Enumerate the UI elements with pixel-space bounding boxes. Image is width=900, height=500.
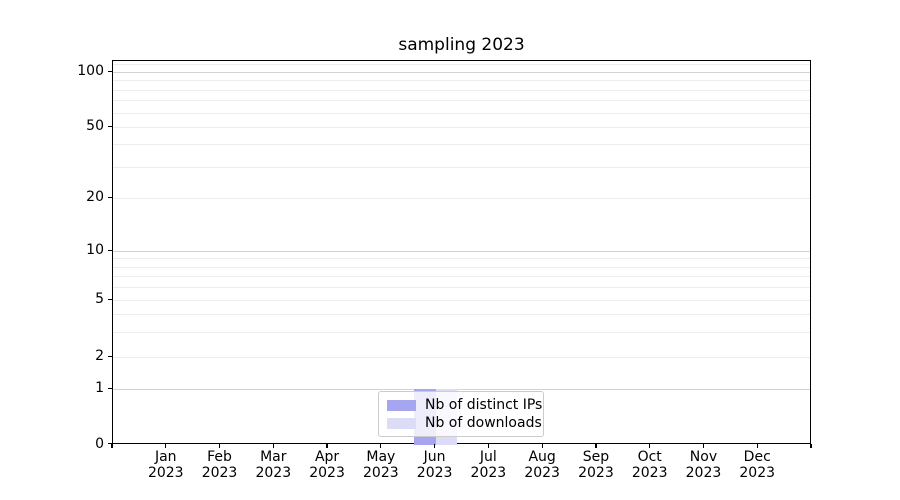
x-tick-label-jan: Jan 2023 <box>147 449 184 481</box>
y-tick-mark <box>108 249 112 251</box>
x-tick-label-nov: Nov 2023 <box>685 449 722 481</box>
major-gridline <box>113 251 810 252</box>
y-tick-label: 5 <box>95 291 104 307</box>
y-tick-mark <box>108 70 112 72</box>
x-tick-mark <box>218 444 221 448</box>
minor-gridline <box>113 287 810 289</box>
legend-swatch-icon <box>387 399 416 411</box>
x-tick-label-sep: Sep 2023 <box>578 449 614 481</box>
x-tick-label-apr: Apr 2023 <box>309 449 345 481</box>
major-gridline <box>113 389 810 390</box>
x-tick-mark <box>702 444 705 448</box>
minor-gridline <box>113 100 810 102</box>
x-tick-label-mar: Mar 2023 <box>255 449 292 481</box>
x-tick-mark <box>810 444 812 448</box>
x-tick-mark <box>649 444 651 448</box>
x-tick-mark <box>380 444 382 448</box>
x-tick-mark <box>272 444 274 448</box>
minor-gridline <box>113 166 810 168</box>
y-tick-mark <box>108 298 112 300</box>
y-tick-mark <box>108 355 112 357</box>
x-tick-label-aug: Aug 2023 <box>524 449 560 481</box>
legend-swatch-icon <box>387 417 416 429</box>
major-gridline <box>113 127 810 128</box>
minor-gridline <box>113 64 810 66</box>
minor-gridline <box>113 331 810 333</box>
y-tick-label: 20 <box>86 189 104 205</box>
x-tick-label-oct: Oct 2023 <box>631 449 668 481</box>
y-tick-mark <box>108 125 112 127</box>
y-tick-label: 10 <box>86 242 104 258</box>
x-tick-label-may: May 2023 <box>363 449 399 481</box>
legend-label: Nb of downloads <box>425 414 542 431</box>
y-tick-label: 2 <box>95 348 104 364</box>
minor-gridline <box>113 80 810 82</box>
x-tick-mark <box>434 444 436 448</box>
x-tick-mark <box>595 444 597 448</box>
legend: Nb of distinct IPs Nb of downloads <box>378 391 544 437</box>
legend-entry: Nb of downloads <box>387 415 542 431</box>
minor-gridline <box>113 112 810 114</box>
x-tick-mark <box>165 444 167 448</box>
minor-gridline <box>113 258 810 260</box>
y-tick-mark <box>108 443 112 445</box>
minor-gridline <box>113 89 810 91</box>
x-tick-mark <box>111 444 113 448</box>
major-gridline <box>113 357 810 358</box>
minor-gridline <box>113 266 810 268</box>
x-tick-label-jul: Jul 2023 <box>470 449 507 481</box>
x-tick-mark <box>541 444 543 448</box>
minor-gridline <box>113 313 810 315</box>
y-tick-label: 0 <box>95 435 104 452</box>
plot-area: Nb of distinct IPs Nb of downloads <box>112 60 811 445</box>
chart-title: sampling 2023 <box>398 35 525 55</box>
major-gridline <box>113 198 810 199</box>
legend-label: Nb of distinct IPs <box>425 396 543 413</box>
y-tick-label: 1 <box>95 380 104 396</box>
y-tick-mark <box>108 196 112 198</box>
major-gridline <box>113 72 810 73</box>
legend-entry: Nb of distinct IPs <box>387 397 542 413</box>
y-tick-label: 100 <box>77 63 104 79</box>
minor-gridline <box>113 276 810 278</box>
y-tick-label: 50 <box>86 118 104 134</box>
x-tick-label-dec: Dec 2023 <box>739 449 776 481</box>
x-tick-mark <box>326 444 328 448</box>
y-tick-mark <box>108 387 112 389</box>
x-tick-label-feb: Feb 2023 <box>201 449 238 481</box>
x-tick-label-jun: Jun 2023 <box>416 449 453 481</box>
x-tick-mark <box>756 444 758 448</box>
major-gridline <box>113 300 810 301</box>
x-tick-mark <box>487 444 489 448</box>
minor-gridline <box>113 144 810 146</box>
